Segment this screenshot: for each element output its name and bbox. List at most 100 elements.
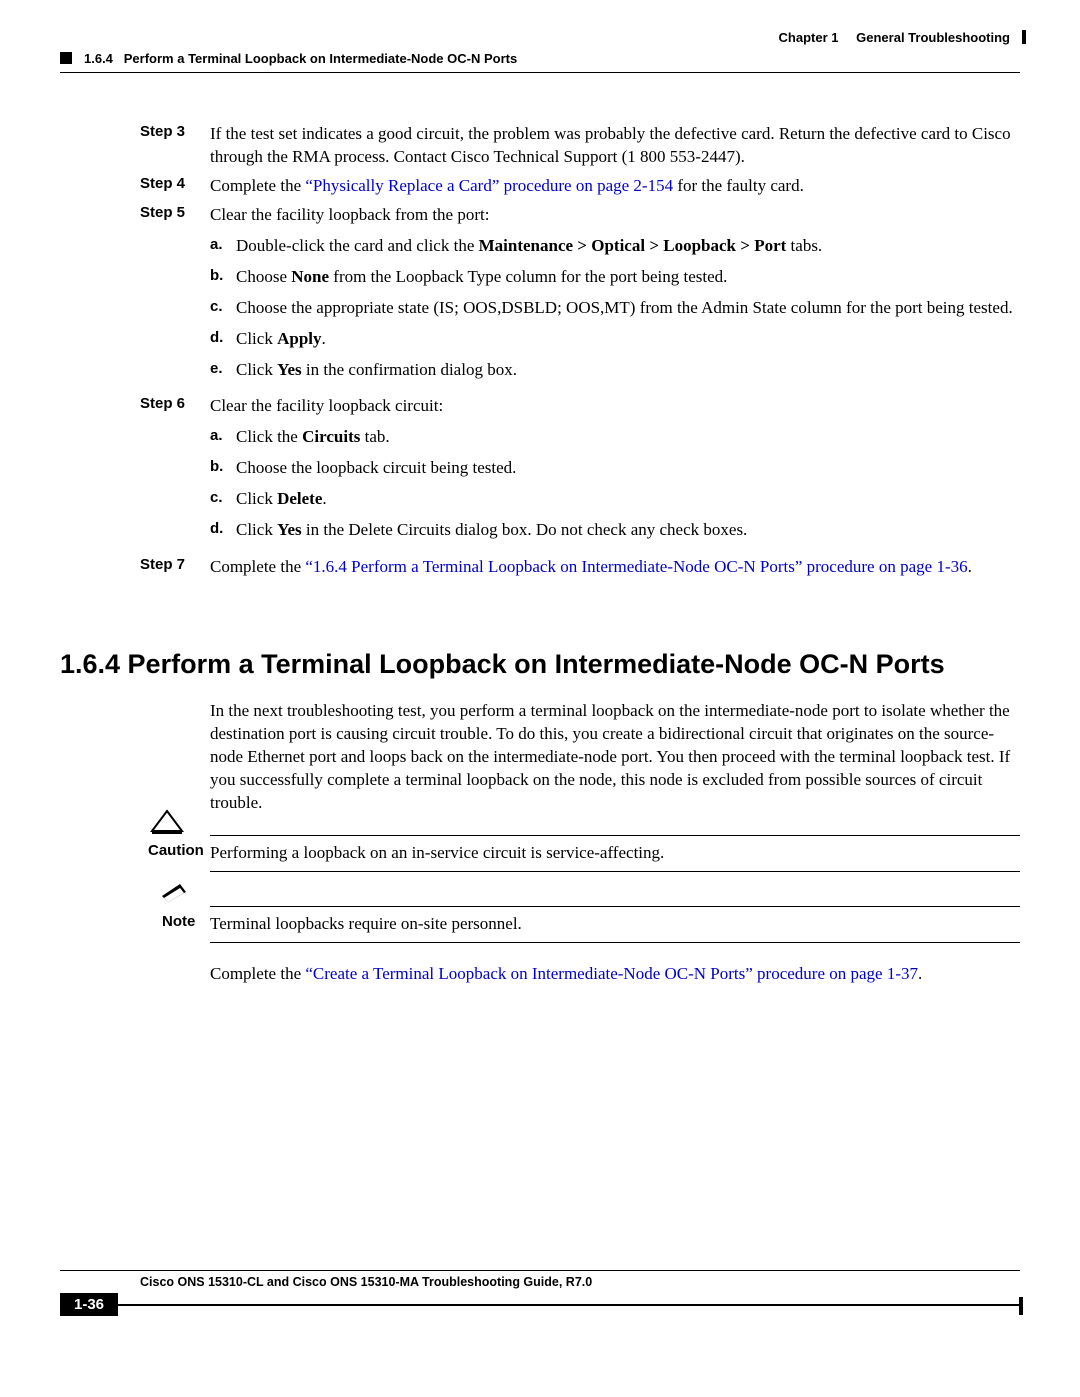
step-body: Clear the facility loopback from the por…: [210, 204, 1020, 390]
footer-rule: [60, 1270, 1020, 1271]
t: in the confirmation dialog box.: [302, 360, 517, 379]
substep-label: a.: [210, 426, 236, 449]
substep-c: c. Choose the appropriate state (IS; OOS…: [210, 297, 1020, 320]
t: .: [322, 489, 326, 508]
substep-label: d.: [210, 519, 236, 542]
t: Click: [236, 360, 277, 379]
footer-line: [118, 1304, 1020, 1306]
text-suffix: .: [968, 557, 972, 576]
text-suffix: for the faulty card.: [673, 176, 804, 195]
step-5: Step 5 Clear the facility loopback from …: [60, 204, 1020, 390]
note-label: Note: [162, 913, 195, 930]
substep-body: Click Apply.: [236, 328, 1020, 351]
step-4: Step 4 Complete the “Physically Replace …: [60, 175, 1020, 198]
caution-icon: [150, 809, 184, 840]
substep-a: a. Double-click the card and click the M…: [210, 235, 1020, 258]
substep-d: d. Click Apply.: [210, 328, 1020, 351]
t: .: [322, 329, 326, 348]
substep-label: d.: [210, 328, 236, 351]
page-header-left: 1.6.4 Perform a Terminal Loopback on Int…: [60, 51, 1020, 66]
bold-text: Yes: [277, 520, 302, 539]
header-rule: [60, 72, 1020, 73]
substep-body: Click the Circuits tab.: [236, 426, 1020, 449]
substep-d: d. Click Yes in the Delete Circuits dial…: [210, 519, 1020, 542]
t: Click: [236, 520, 277, 539]
substep-body: Click Yes in the Delete Circuits dialog …: [236, 519, 1020, 542]
page-header-right: Chapter 1 General Troubleshooting: [60, 30, 1020, 45]
substep-body: Click Yes in the confirmation dialog box…: [236, 359, 1020, 382]
t: tabs.: [786, 236, 822, 255]
step-6: Step 6 Clear the facility loopback circu…: [60, 395, 1020, 550]
step-label: Step 4: [140, 175, 210, 198]
xref-link[interactable]: “Create a Terminal Loopback on Intermedi…: [305, 964, 918, 983]
t: Choose: [236, 267, 291, 286]
t: tab.: [360, 427, 389, 446]
t: Click: [236, 489, 277, 508]
callout-body: Note Terminal loopbacks require on-site …: [210, 906, 1020, 943]
page-number: 1-36: [60, 1293, 118, 1316]
footer-title: Cisco ONS 15310-CL and Cisco ONS 15310-M…: [140, 1275, 1020, 1289]
substeps: a. Click the Circuits tab. b. Choose the…: [210, 426, 1020, 542]
caution-text: Performing a loopback on an in-service c…: [210, 842, 1020, 865]
page: Chapter 1 General Troubleshooting 1.6.4 …: [0, 0, 1080, 1340]
note-callout: Note Terminal loopbacks require on-site …: [60, 906, 1020, 943]
chapter-title: General Troubleshooting: [856, 30, 1010, 45]
substep-b: b. Choose None from the Loopback Type co…: [210, 266, 1020, 289]
substep-body: Choose None from the Loopback Type colum…: [236, 266, 1020, 289]
step-label: Step 5: [140, 204, 210, 390]
substeps: a. Double-click the card and click the M…: [210, 235, 1020, 382]
step-body: Complete the “1.6.4 Perform a Terminal L…: [210, 556, 1020, 579]
page-footer: Cisco ONS 15310-CL and Cisco ONS 15310-M…: [60, 1270, 1020, 1316]
t: Double-click the card and click the: [236, 236, 479, 255]
substep-c: c. Click Delete.: [210, 488, 1020, 511]
xref-link[interactable]: “Physically Replace a Card” procedure on…: [305, 176, 673, 195]
substep-body: Choose the appropriate state (IS; OOS,DS…: [236, 297, 1020, 320]
caution-label: Caution: [148, 842, 204, 859]
step-label: Step 3: [140, 123, 210, 169]
footer-end-marker: [1019, 1297, 1023, 1315]
step-body: Complete the “Physically Replace a Card”…: [210, 175, 1020, 198]
bold-text: Circuits: [302, 427, 360, 446]
step-text: Clear the facility loopback circuit:: [210, 396, 443, 415]
footer-bar: 1-36: [60, 1293, 1020, 1316]
substep-label: c.: [210, 297, 236, 320]
callout-body: Caution Performing a loopback on an in-s…: [210, 835, 1020, 872]
step-7: Step 7 Complete the “1.6.4 Perform a Ter…: [60, 556, 1020, 579]
note-icon: [160, 880, 190, 909]
step-text: Clear the facility loopback from the por…: [210, 205, 489, 224]
step-body: If the test set indicates a good circuit…: [210, 123, 1020, 169]
final-paragraph: Complete the “Create a Terminal Loopback…: [210, 963, 1020, 986]
text-prefix: Complete the: [210, 176, 305, 195]
chapter-label: Chapter 1: [779, 30, 853, 45]
bold-text: Maintenance > Optical > Loopback > Port: [479, 236, 787, 255]
text-prefix: Complete the: [210, 557, 305, 576]
substep-label: b.: [210, 457, 236, 480]
section-number: 1.6.4: [84, 51, 113, 66]
substep-label: c.: [210, 488, 236, 511]
substep-b: b. Choose the loopback circuit being tes…: [210, 457, 1020, 480]
t: from the Loopback Type column for the po…: [329, 267, 727, 286]
t: Click the: [236, 427, 302, 446]
bold-text: Delete: [277, 489, 322, 508]
section-title: Perform a Terminal Loopback on Intermedi…: [124, 51, 517, 66]
bold-text: Apply: [277, 329, 321, 348]
substep-label: e.: [210, 359, 236, 382]
t: Click: [236, 329, 277, 348]
substep-a: a. Click the Circuits tab.: [210, 426, 1020, 449]
substep-label: b.: [210, 266, 236, 289]
bold-text: None: [291, 267, 329, 286]
caution-callout: Caution Performing a loopback on an in-s…: [60, 835, 1020, 872]
substep-body: Choose the loopback circuit being tested…: [236, 457, 1020, 480]
xref-link[interactable]: “1.6.4 Perform a Terminal Loopback on In…: [305, 557, 967, 576]
step-label: Step 6: [140, 395, 210, 550]
note-text: Terminal loopbacks require on-site perso…: [210, 913, 1020, 936]
bold-text: Yes: [277, 360, 302, 379]
step-label: Step 7: [140, 556, 210, 579]
section-heading: 1.6.4 Perform a Terminal Loopback on Int…: [60, 649, 1020, 680]
t: in the Delete Circuits dialog box. Do no…: [302, 520, 748, 539]
substep-e: e. Click Yes in the confirmation dialog …: [210, 359, 1020, 382]
substep-label: a.: [210, 235, 236, 258]
substep-body: Double-click the card and click the Main…: [236, 235, 1020, 258]
step-body: Clear the facility loopback circuit: a. …: [210, 395, 1020, 550]
text-prefix: Complete the: [210, 964, 305, 983]
